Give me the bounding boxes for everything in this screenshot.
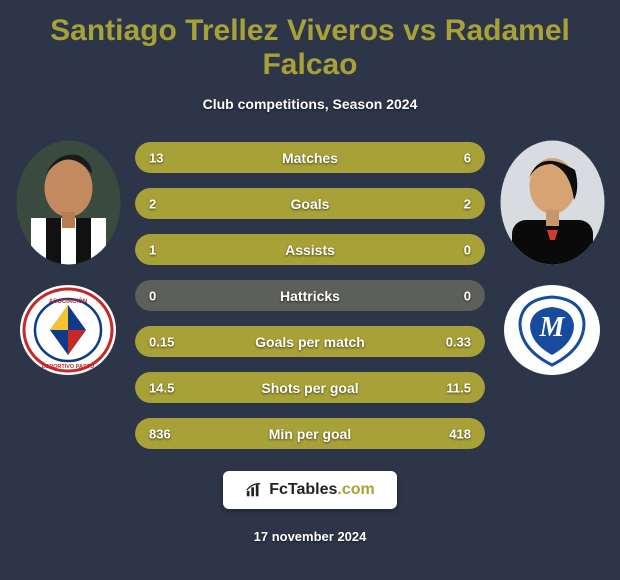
stat-row: 836 418 Min per goal (135, 418, 485, 449)
brand-badge: FcTables.com (223, 471, 397, 509)
stat-left-value: 0.15 (149, 334, 174, 349)
stat-label: Goals per match (255, 334, 365, 350)
stat-label: Assists (285, 242, 335, 258)
stat-right-value: 0 (464, 242, 471, 257)
stat-row: 0.15 0.33 Goals per match (135, 326, 485, 357)
left-player-column: ASOCIACIÓN DEPORTIVO PASTO (13, 140, 123, 378)
stat-bars: 13 6 Matches 2 2 Goals 1 0 Assists 0 0 Hattricks 0.1… (135, 142, 485, 449)
left-club-badge: ASOCIACIÓN DEPORTIVO PASTO (18, 283, 118, 378)
stat-left-value: 1 (149, 242, 156, 257)
stat-left-value: 13 (149, 150, 163, 165)
svg-text:ASOCIACIÓN: ASOCIACIÓN (49, 297, 87, 305)
stat-left-fill (135, 188, 310, 219)
stat-right-value: 418 (449, 426, 471, 441)
stat-left-value: 836 (149, 426, 171, 441)
club-crest-icon: M (502, 283, 602, 378)
subtitle: Club competitions, Season 2024 (203, 96, 418, 112)
stat-row: 1 0 Assists (135, 234, 485, 265)
stat-label: Shots per goal (261, 380, 358, 396)
comparison-card: Santiago Trellez Viveros vs Radamel Falc… (0, 0, 620, 580)
right-player-column: M (497, 140, 607, 378)
stat-right-value: 6 (464, 150, 471, 165)
stat-row: 2 2 Goals (135, 188, 485, 219)
page-title: Santiago Trellez Viveros vs Radamel Falc… (0, 14, 620, 82)
right-club-badge: M (502, 283, 602, 378)
stat-row: 14.5 11.5 Shots per goal (135, 372, 485, 403)
brand-name: FcTables.com (269, 481, 375, 499)
right-player-avatar (500, 140, 605, 265)
stat-left-value: 2 (149, 196, 156, 211)
stat-right-value: 0 (464, 288, 471, 303)
svg-text:M: M (539, 312, 566, 343)
brand-suffix: .com (337, 481, 374, 498)
stat-right-value: 11.5 (446, 380, 471, 395)
brand-name-text: FcTables (269, 481, 337, 498)
stat-label: Hattricks (280, 288, 340, 304)
date-label: 17 november 2024 (254, 529, 367, 544)
stat-label: Matches (282, 150, 338, 166)
stat-right-fill (310, 188, 485, 219)
svg-text:DEPORTIVO PASTO: DEPORTIVO PASTO (42, 364, 95, 370)
brand-chart-icon (245, 481, 263, 499)
stat-right-value: 0.33 (446, 334, 471, 349)
stat-row: 13 6 Matches (135, 142, 485, 173)
main-row: ASOCIACIÓN DEPORTIVO PASTO 13 6 Matches 2 2 G… (0, 140, 620, 449)
stat-row: 0 0 Hattricks (135, 280, 485, 311)
stat-right-value: 2 (464, 196, 471, 211)
player-portrait-icon (16, 140, 121, 265)
player-portrait-icon (500, 140, 605, 265)
left-player-avatar (16, 140, 121, 265)
stat-left-value: 14.5 (149, 380, 174, 395)
club-crest-icon: ASOCIACIÓN DEPORTIVO PASTO (18, 283, 118, 378)
stat-label: Min per goal (269, 426, 351, 442)
stat-label: Goals (291, 196, 330, 212)
stat-left-value: 0 (149, 288, 156, 303)
